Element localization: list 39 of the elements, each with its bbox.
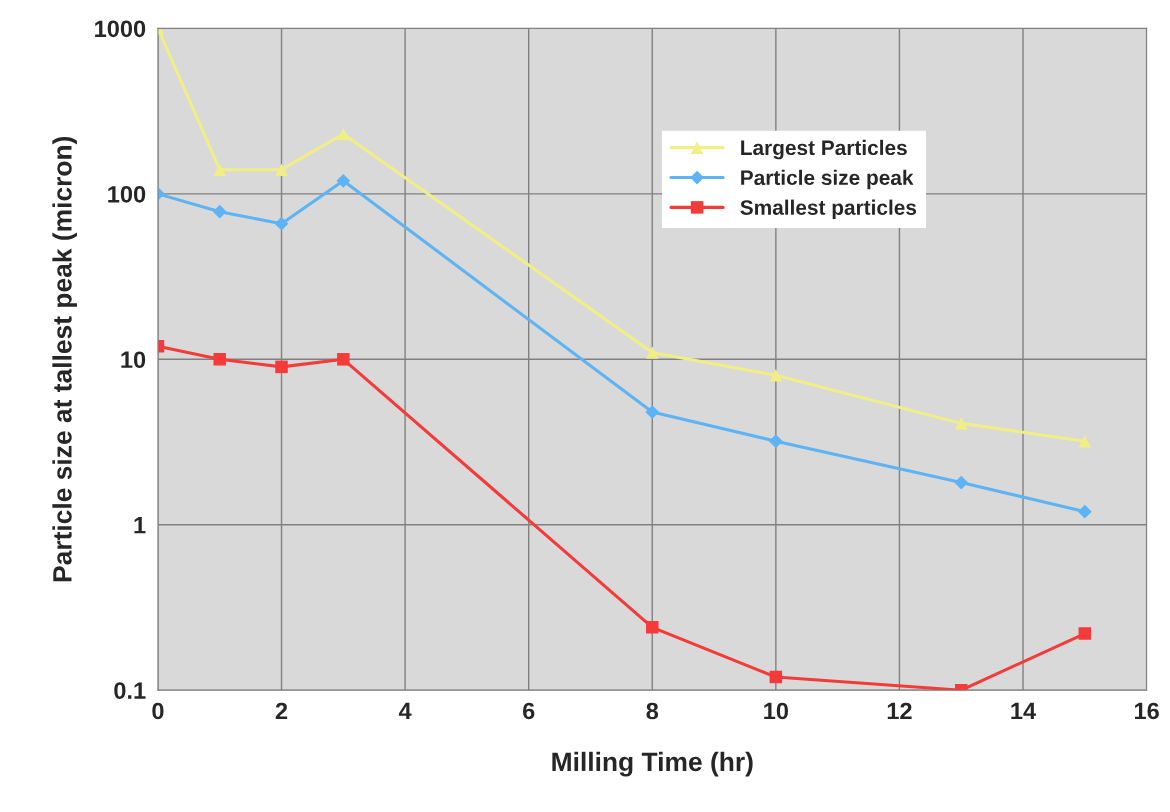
point: [954, 475, 969, 490]
point: [768, 434, 783, 449]
legend-label: Smallest particles: [740, 199, 917, 220]
x-tick-label: 10: [764, 702, 789, 720]
x-tick-label: 6: [522, 702, 535, 720]
point: [275, 163, 288, 176]
point: [275, 360, 288, 374]
legend-label: Largest Particles: [741, 139, 907, 160]
x-tick-label: 2: [275, 702, 288, 720]
point: [337, 353, 350, 366]
point: [274, 216, 289, 231]
x-axis-title: Milling Time (hr): [552, 751, 753, 777]
point: [769, 369, 783, 382]
x-tick-label: 4: [398, 702, 412, 720]
point: [213, 353, 226, 366]
x-tick-label: 0: [152, 702, 164, 720]
point: [1078, 434, 1092, 448]
point: [646, 621, 659, 634]
point: [1077, 504, 1092, 519]
point: [645, 405, 660, 419]
y-tick-label: 10: [121, 351, 146, 369]
point: [954, 417, 968, 430]
x-tick-label: 8: [646, 702, 659, 720]
point: [213, 163, 226, 176]
y-tick-label: 1: [134, 517, 146, 534]
x-tick-label: 12: [887, 702, 912, 720]
y-tick-label: 0.1: [114, 682, 146, 699]
legend-label: Particle size peak: [741, 169, 914, 190]
point: [336, 173, 351, 188]
point: [337, 127, 350, 141]
x-tick-label: 14: [1011, 702, 1037, 720]
y-tick-label: 100: [108, 185, 146, 203]
y-tick-label: 1000: [95, 20, 146, 38]
x-tick-label: 16: [1134, 702, 1159, 720]
y-axis-title: Particle size at tallest peak (micron): [52, 136, 77, 582]
point: [212, 204, 227, 219]
point: [646, 346, 659, 359]
point: [769, 670, 783, 684]
point: [1078, 627, 1092, 640]
